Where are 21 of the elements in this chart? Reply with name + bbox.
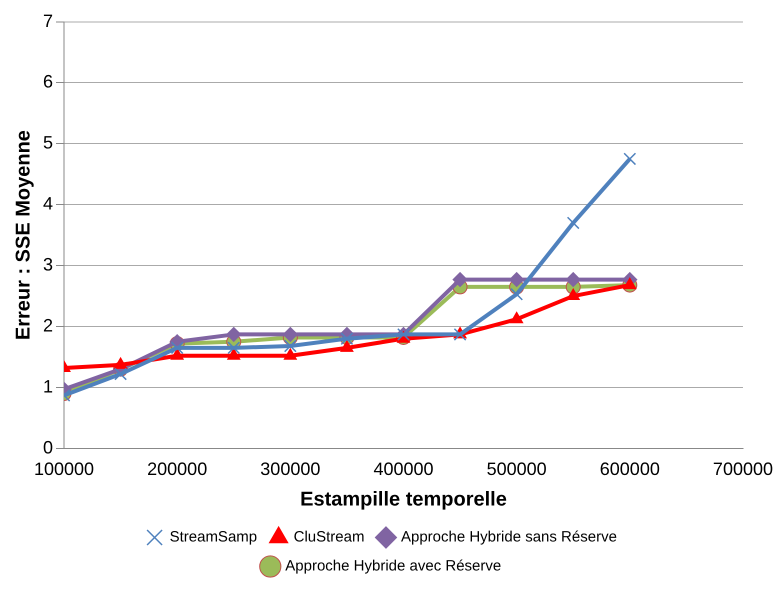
x-tick-label: 200000 — [147, 459, 208, 480]
x-tick-label: 300000 — [260, 459, 320, 480]
y-tick-label: 2 — [42, 315, 54, 336]
x-tick-label: 500000 — [486, 459, 547, 480]
legend-label: StreamSamp — [170, 528, 258, 546]
x-tick-label: 100000 — [34, 459, 94, 480]
y-axis-title: Erreur : SSE Moyenne — [12, 130, 35, 340]
y-tick-label: 4 — [42, 194, 54, 214]
x-tick-label: 700000 — [712, 459, 774, 480]
legend-label: Approche Hybride sans Réserve — [400, 528, 617, 546]
legend-label: CluStream — [294, 528, 364, 546]
y-tick-label: 5 — [42, 132, 54, 153]
x-tick-label: 600000 — [600, 459, 660, 480]
legend-label: Approche Hybride avec Réserve — [285, 558, 502, 575]
x-tick-label: 400000 — [373, 459, 434, 480]
x-axis-title: Estampille temporelle — [300, 488, 507, 511]
y-tick-label: 7 — [42, 10, 54, 31]
y-tick-label: 3 — [42, 254, 54, 275]
y-tick-label: 0 — [42, 437, 54, 458]
y-tick-label: 1 — [42, 376, 54, 396]
y-tick-label: 6 — [42, 72, 54, 92]
